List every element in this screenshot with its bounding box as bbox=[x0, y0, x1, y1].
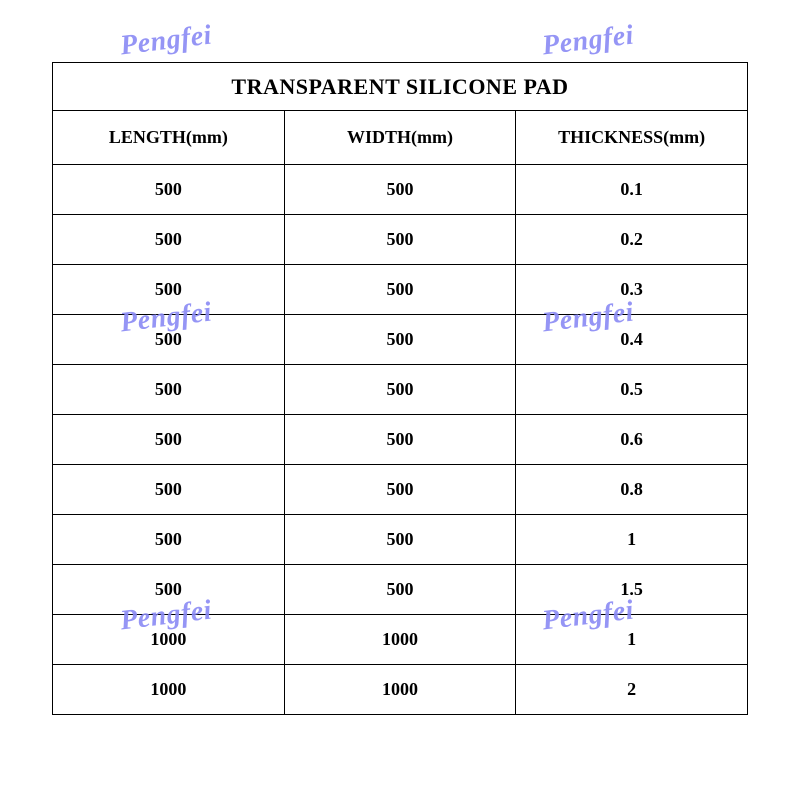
table-row: 500 500 0.6 bbox=[53, 415, 748, 465]
cell-thickness: 1 bbox=[516, 515, 748, 565]
col-header-width: WIDTH(mm) bbox=[284, 111, 516, 165]
cell-width: 500 bbox=[284, 415, 516, 465]
cell-length: 500 bbox=[53, 315, 285, 365]
cell-thickness: 2 bbox=[516, 665, 748, 715]
cell-length: 500 bbox=[53, 415, 285, 465]
watermark-text: Pengfei bbox=[118, 20, 213, 63]
header-row: LENGTH(mm) WIDTH(mm) THICKNESS(mm) bbox=[53, 111, 748, 165]
cell-width: 500 bbox=[284, 465, 516, 515]
cell-width: 1000 bbox=[284, 615, 516, 665]
cell-width: 500 bbox=[284, 315, 516, 365]
cell-length: 500 bbox=[53, 515, 285, 565]
cell-width: 500 bbox=[284, 565, 516, 615]
table-row: 500 500 0.5 bbox=[53, 365, 748, 415]
col-header-thickness: THICKNESS(mm) bbox=[516, 111, 748, 165]
spec-table-container: TRANSPARENT SILICONE PAD LENGTH(mm) WIDT… bbox=[52, 62, 748, 715]
table-row: 500 500 0.4 bbox=[53, 315, 748, 365]
cell-width: 500 bbox=[284, 365, 516, 415]
cell-length: 500 bbox=[53, 465, 285, 515]
table-row: 1000 1000 1 bbox=[53, 615, 748, 665]
watermark-text: Pengfei bbox=[540, 20, 635, 63]
cell-thickness: 0.8 bbox=[516, 465, 748, 515]
cell-length: 500 bbox=[53, 565, 285, 615]
table-row: 500 500 1.5 bbox=[53, 565, 748, 615]
cell-width: 500 bbox=[284, 165, 516, 215]
cell-length: 500 bbox=[53, 265, 285, 315]
cell-width: 500 bbox=[284, 265, 516, 315]
cell-thickness: 0.3 bbox=[516, 265, 748, 315]
cell-length: 500 bbox=[53, 365, 285, 415]
cell-length: 500 bbox=[53, 165, 285, 215]
cell-thickness: 1.5 bbox=[516, 565, 748, 615]
cell-length: 500 bbox=[53, 215, 285, 265]
table-row: 500 500 1 bbox=[53, 515, 748, 565]
table-row: 1000 1000 2 bbox=[53, 665, 748, 715]
cell-thickness: 0.5 bbox=[516, 365, 748, 415]
cell-thickness: 0.1 bbox=[516, 165, 748, 215]
table-title: TRANSPARENT SILICONE PAD bbox=[53, 63, 748, 111]
cell-width: 500 bbox=[284, 515, 516, 565]
table-row: 500 500 0.1 bbox=[53, 165, 748, 215]
spec-table: TRANSPARENT SILICONE PAD LENGTH(mm) WIDT… bbox=[52, 62, 748, 715]
cell-width: 500 bbox=[284, 215, 516, 265]
cell-thickness: 1 bbox=[516, 615, 748, 665]
title-row: TRANSPARENT SILICONE PAD bbox=[53, 63, 748, 111]
table-row: 500 500 0.8 bbox=[53, 465, 748, 515]
table-row: 500 500 0.2 bbox=[53, 215, 748, 265]
cell-thickness: 0.4 bbox=[516, 315, 748, 365]
cell-thickness: 0.2 bbox=[516, 215, 748, 265]
cell-length: 1000 bbox=[53, 665, 285, 715]
cell-width: 1000 bbox=[284, 665, 516, 715]
cell-length: 1000 bbox=[53, 615, 285, 665]
col-header-length: LENGTH(mm) bbox=[53, 111, 285, 165]
cell-thickness: 0.6 bbox=[516, 415, 748, 465]
table-row: 500 500 0.3 bbox=[53, 265, 748, 315]
